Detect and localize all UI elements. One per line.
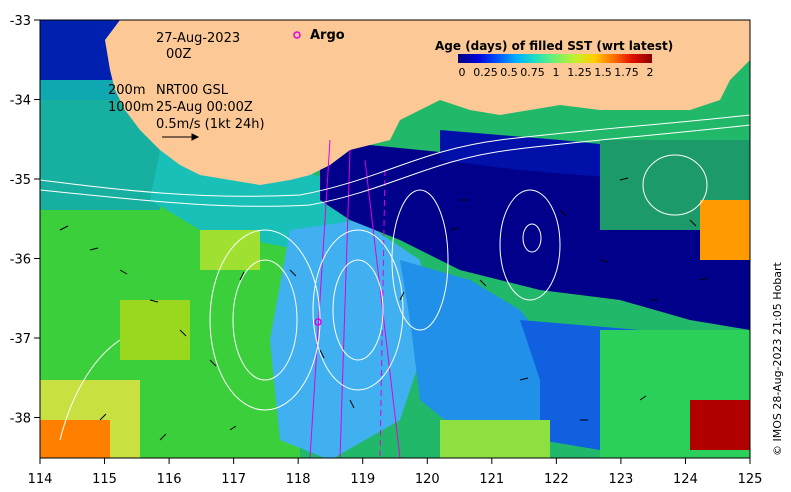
legend-tick-label: 0.75: [520, 66, 545, 79]
y-tick-label: -35: [10, 173, 31, 188]
plot-frame: [39, 19, 751, 459]
argo-legend-icon: [293, 31, 301, 39]
argo-float-marker: [314, 318, 322, 326]
legend-tick-label: 0.5: [500, 66, 518, 79]
product-label: NRT00 GSL: [156, 83, 229, 98]
vector-scale-arrow-icon: [162, 133, 200, 141]
x-tick-label: 119: [350, 472, 375, 487]
hour-label: 00Z: [166, 47, 192, 62]
legend-tick-label: 2: [647, 66, 654, 79]
y-axis: -33 -34 -35 -36 -37 -38: [10, 14, 40, 427]
legend-tick-label: 1.25: [567, 66, 592, 79]
depth-shallow-label: 200m: [108, 83, 145, 98]
y-tick-label: -33: [10, 14, 31, 29]
sea-level-contours: [40, 114, 750, 441]
x-tick-label: 115: [92, 472, 117, 487]
argo-legend-label: Argo: [310, 28, 345, 43]
velocity-vectors: [59, 177, 709, 441]
x-tick-label: 123: [608, 472, 633, 487]
legend-colorbar: [458, 54, 652, 63]
x-tick-label: 117: [221, 472, 246, 487]
legend-tick-label: 0: [459, 66, 466, 79]
legend-tick-label: 1.75: [614, 66, 639, 79]
x-tick-label: 120: [415, 472, 440, 487]
legend-tick-label: 1.5: [594, 66, 612, 79]
x-tick-label: 121: [479, 472, 504, 487]
date-label: 27-Aug-2023: [156, 31, 240, 46]
y-tick-label: -38: [10, 412, 31, 427]
x-tick-label: 116: [157, 472, 182, 487]
credit-label: © IMOS 28-Aug-2023 21:05 Hobart: [771, 262, 784, 456]
legend-title: Age (days) of filled SST (wrt latest): [435, 39, 673, 53]
x-tick-label: 122: [544, 472, 569, 487]
x-tick-label: 118: [286, 472, 311, 487]
x-tick-label: 124: [673, 472, 698, 487]
x-tick-label: 114: [28, 472, 53, 487]
legend-tick-label: 0.25: [473, 66, 498, 79]
x-tick-label: 125: [738, 472, 763, 487]
y-tick-label: -36: [10, 253, 31, 268]
x-axis: 114 115 116 117 118 119 120 121 122 123 124 125: [28, 458, 763, 487]
legend-ticks: 0 0.25 0.5 0.75 1 1.25 1.5 1.75 2: [459, 66, 654, 79]
legend-tick-label: 1: [553, 66, 560, 79]
analysis-time-label: 25-Aug 00:00Z: [156, 100, 253, 115]
depth-deep-label: 1000m: [108, 100, 154, 115]
y-tick-label: -34: [10, 94, 31, 109]
vector-scale-label: 0.5m/s (1kt 24h): [156, 117, 265, 132]
y-tick-label: -37: [10, 332, 31, 347]
